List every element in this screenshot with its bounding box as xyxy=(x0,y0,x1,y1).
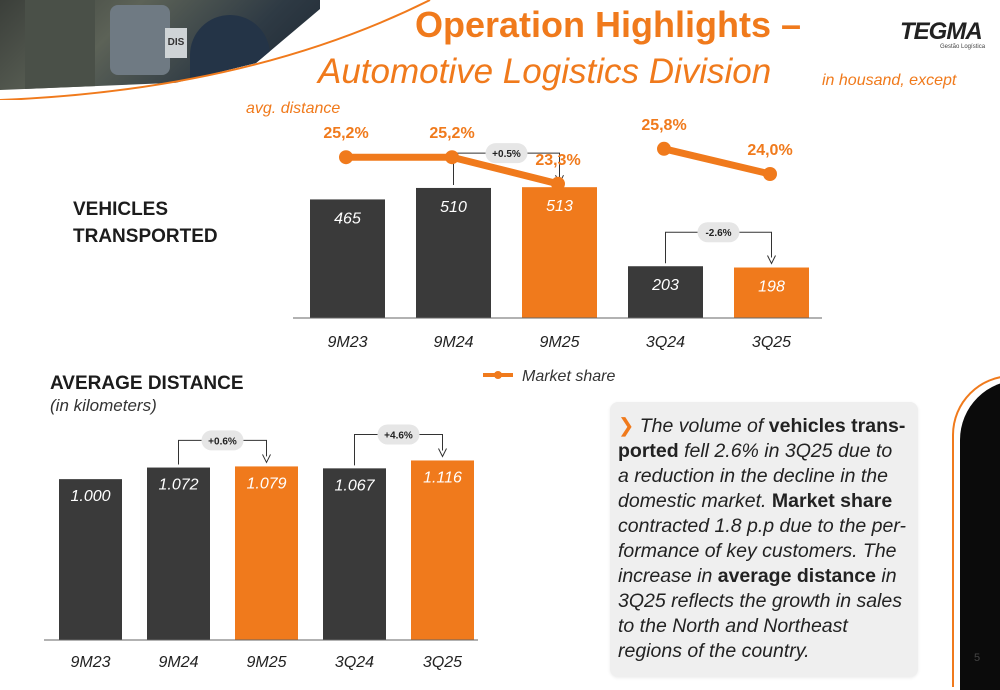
header-photo: DIS xyxy=(0,0,320,90)
category-label-9M23: 9M23 xyxy=(327,334,367,351)
distance-section-title: AVERAGE DISTANCE xyxy=(50,373,244,394)
category-label-9M25: 9M25 xyxy=(539,334,579,351)
category-label-3Q24: 3Q24 xyxy=(646,334,685,351)
legend-label: Market share xyxy=(522,368,615,385)
bar-value-9M24: 510 xyxy=(440,199,467,216)
market-share-label-9M24: 25,2% xyxy=(429,125,474,142)
market-share-label-3Q24: 25,8% xyxy=(641,117,686,134)
market-share-label-9M23: 25,2% xyxy=(323,125,368,142)
category-label-9M24: 9M24 xyxy=(433,334,473,351)
bar-9M24 xyxy=(147,467,210,640)
category-label-9M24: 9M24 xyxy=(158,654,198,671)
comparison-arrowhead-3Q25 xyxy=(767,255,776,265)
comparison-arrowhead-9M25 xyxy=(262,454,271,464)
units-note-cont: avg. distance xyxy=(246,100,341,117)
legend-marker-icon xyxy=(494,371,502,379)
comparison-label-3Q25: -2.6% xyxy=(705,228,731,239)
bullet-arrow-icon: ❯ xyxy=(618,415,635,437)
bar-9M23 xyxy=(310,199,385,318)
bar-3Q25 xyxy=(411,460,474,640)
header-curve xyxy=(0,0,431,100)
bar-value-9M24: 1.072 xyxy=(158,477,198,494)
vehicles-title-line1: VEHICLES xyxy=(73,199,169,220)
comparison-pill-3Q25 xyxy=(697,222,740,243)
bar-3Q24 xyxy=(323,468,386,640)
page-title: Operation Highlights – xyxy=(415,4,802,45)
commentary-text: ❯ The volume of vehicles trans-ported fe… xyxy=(618,415,907,662)
vehicles-title-line2: TRANSPORTED xyxy=(73,226,218,247)
market-share-point-9M23 xyxy=(339,150,353,165)
category-label-9M23: 9M23 xyxy=(70,654,110,671)
category-label-3Q25: 3Q25 xyxy=(423,654,462,671)
commentary-box: ❯ The volume of vehicles trans-ported fe… xyxy=(610,402,918,677)
market-share-point-3Q24 xyxy=(657,141,671,156)
page-number: 5 xyxy=(974,652,981,664)
bar-9M23 xyxy=(59,479,122,640)
bar-value-3Q24: 1.067 xyxy=(334,477,375,494)
bar-3Q24 xyxy=(628,266,703,318)
page-subtitle: Automotive Logistics Division xyxy=(318,52,772,91)
market-share-line-1 xyxy=(660,145,774,178)
bar-9M25 xyxy=(235,466,298,640)
market-share-point-3Q25 xyxy=(763,167,777,181)
decorative-dark-corner xyxy=(960,380,1000,690)
comparison-label-3Q25: +4.6% xyxy=(384,430,413,441)
comparison-pill-9M25 xyxy=(201,430,244,451)
bar-value-9M25: 1.079 xyxy=(246,475,286,492)
logo-text: TEGMA xyxy=(900,18,983,45)
market-share-point-9M24 xyxy=(445,150,459,165)
company-logo: TEGMA Gestão Logística xyxy=(900,18,985,50)
bar-9M24 xyxy=(416,187,491,318)
comparison-pill-3Q25 xyxy=(377,424,420,445)
bar-value-3Q25: 1.116 xyxy=(423,469,462,486)
bar-3Q25 xyxy=(734,267,809,318)
distance-section-subtitle: (in kilometers) xyxy=(50,396,157,415)
bar-value-3Q25: 198 xyxy=(758,279,785,296)
comparison-label-9M25: +0.6% xyxy=(208,436,237,447)
category-label-9M25: 9M25 xyxy=(246,654,286,671)
market-share-point-9M25 xyxy=(551,176,565,191)
vehicles-section-title: VEHICLES TRANSPORTED xyxy=(73,196,218,250)
bar-value-9M23: 465 xyxy=(334,210,361,227)
bar-value-3Q24: 203 xyxy=(651,277,679,294)
category-label-3Q24: 3Q24 xyxy=(335,654,374,671)
vehicles-chart: 465 9M23 510 9M24 513 9M25 203 3Q24 198 3Q25 +0.5%… xyxy=(293,117,822,385)
comparison-label-9M25: +0.5% xyxy=(492,149,521,160)
bar-9M25 xyxy=(522,187,597,318)
comparison-pill-9M25 xyxy=(485,143,528,164)
comparison-arrowhead-3Q25 xyxy=(438,448,447,458)
bar-value-9M23: 1.000 xyxy=(70,488,110,505)
market-share-label-3Q25: 24,0% xyxy=(747,142,792,159)
units-note: in housand, except xyxy=(822,72,957,89)
bar-value-9M25: 513 xyxy=(546,198,573,215)
market-share-label-9M25: 23,3% xyxy=(535,152,580,169)
category-label-3Q25: 3Q25 xyxy=(752,334,791,351)
logo-subtext: Gestão Logística xyxy=(940,44,986,50)
